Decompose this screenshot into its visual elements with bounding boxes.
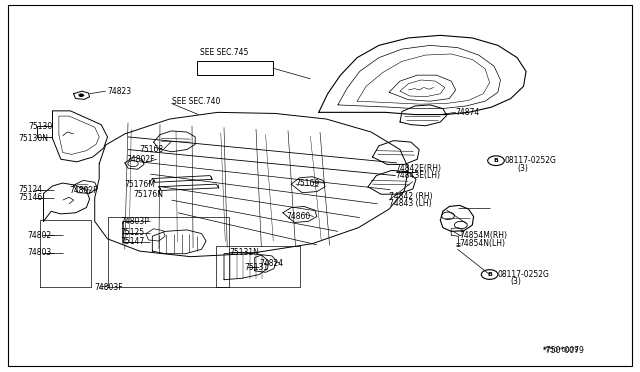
Text: 74854M(RH): 74854M(RH)	[460, 231, 508, 240]
Text: 08117-0252G: 08117-0252G	[498, 270, 550, 279]
Text: 74843E(LH): 74843E(LH)	[396, 171, 440, 180]
Text: *750*0079: *750*0079	[543, 347, 579, 353]
Text: (3): (3)	[511, 278, 522, 286]
Text: 74803: 74803	[27, 248, 51, 257]
Text: SEE SEC.745: SEE SEC.745	[200, 48, 248, 57]
Text: 75176M: 75176M	[125, 180, 156, 189]
Bar	[197, 61, 273, 75]
Text: 75130N: 75130N	[18, 134, 48, 143]
Text: 74842 (RH): 74842 (RH)	[389, 192, 433, 201]
Text: 75130: 75130	[29, 122, 53, 131]
Text: (3): (3)	[517, 164, 528, 173]
Text: 74860: 74860	[287, 212, 311, 221]
Text: 75176N: 75176N	[133, 190, 163, 199]
Text: 74843 (LH): 74843 (LH)	[389, 199, 432, 208]
Text: 74802: 74802	[27, 231, 51, 240]
Text: 74842E(RH): 74842E(RH)	[396, 164, 442, 173]
Text: 75147: 75147	[120, 237, 145, 246]
Text: SEE SEC.740: SEE SEC.740	[172, 97, 220, 106]
Text: 08117-0252G: 08117-0252G	[504, 156, 556, 165]
Text: 74803F: 74803F	[95, 283, 124, 292]
Text: 75146: 75146	[18, 193, 42, 202]
Text: 74874: 74874	[456, 108, 480, 117]
Text: 75131N: 75131N	[229, 248, 259, 257]
Text: 74823: 74823	[108, 87, 132, 96]
Text: 75124: 75124	[18, 185, 42, 194]
Text: 75168: 75168	[140, 145, 164, 154]
Text: *750*0079: *750*0079	[543, 346, 584, 355]
Text: 74802F: 74802F	[127, 155, 156, 164]
Text: B: B	[487, 272, 492, 277]
Circle shape	[79, 94, 83, 96]
Text: 74803P: 74803P	[120, 217, 149, 226]
Text: B: B	[493, 158, 499, 163]
Text: 74854N(LH): 74854N(LH)	[460, 239, 506, 248]
Text: 75125: 75125	[120, 228, 145, 237]
Text: 75169: 75169	[296, 179, 320, 187]
Text: 74802P: 74802P	[69, 186, 98, 195]
Text: 75131: 75131	[244, 263, 269, 272]
Text: 74824: 74824	[259, 259, 284, 268]
